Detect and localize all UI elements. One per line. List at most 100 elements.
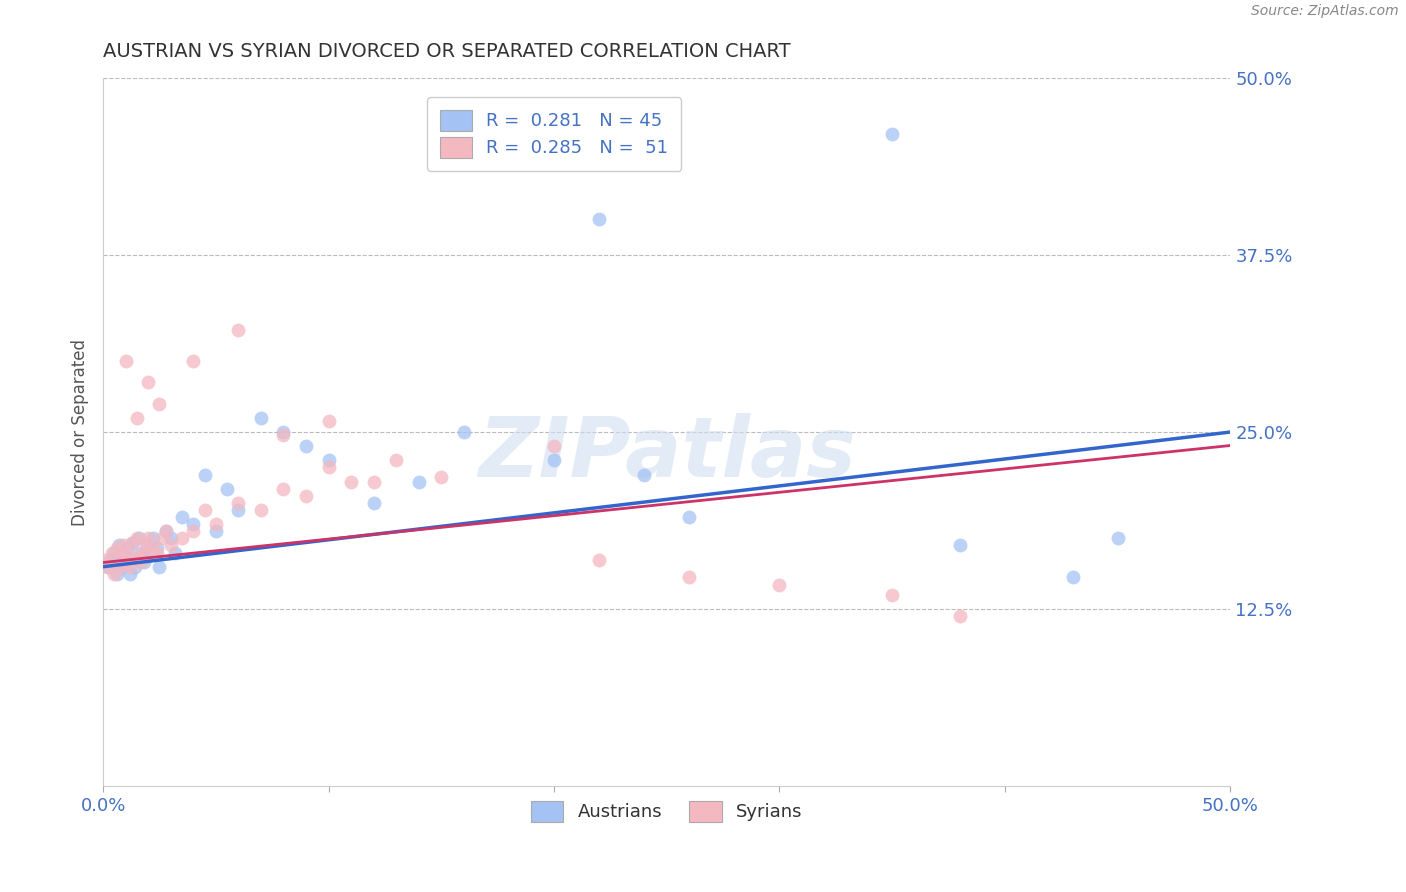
Point: [250, 503, 273, 517]
Point: [128, 549, 150, 564]
Point: [131, 556, 153, 570]
Point: [121, 535, 143, 549]
Point: [135, 539, 157, 553]
Point: [949, 539, 972, 553]
Point: [295, 489, 318, 503]
Point: [181, 354, 204, 368]
Point: [228, 503, 250, 517]
Point: [146, 541, 169, 556]
Point: [94, 552, 117, 566]
Point: [150, 532, 173, 546]
Text: AUSTRIAN VS SYRIAN DIVORCED OR SEPARATED CORRELATION CHART: AUSTRIAN VS SYRIAN DIVORCED OR SEPARATED…: [103, 42, 790, 61]
Point: [273, 425, 295, 439]
Point: [117, 545, 139, 559]
Point: [181, 517, 204, 532]
Point: [1062, 569, 1084, 583]
Point: [114, 354, 136, 368]
Legend: Austrians, Syrians: Austrians, Syrians: [517, 788, 815, 834]
Point: [678, 510, 700, 524]
Point: [103, 566, 125, 581]
Y-axis label: Divorced or Separated: Divorced or Separated: [72, 339, 89, 525]
Point: [142, 532, 165, 546]
Point: [633, 467, 655, 482]
Point: [318, 414, 340, 428]
Point: [159, 532, 181, 546]
Point: [408, 475, 430, 489]
Point: [112, 539, 135, 553]
Point: [340, 475, 363, 489]
Point: [114, 556, 136, 570]
Point: [124, 552, 146, 566]
Point: [543, 453, 565, 467]
Point: [108, 539, 131, 553]
Point: [273, 482, 295, 496]
Point: [120, 559, 142, 574]
Point: [205, 517, 228, 532]
Point: [385, 453, 408, 467]
Point: [882, 128, 904, 142]
Point: [97, 559, 120, 574]
Point: [170, 532, 193, 546]
Point: [142, 541, 165, 556]
Point: [124, 559, 146, 574]
Point: [678, 569, 700, 583]
Point: [125, 532, 148, 546]
Point: [170, 510, 193, 524]
Point: [295, 439, 318, 453]
Point: [117, 541, 139, 556]
Point: [768, 578, 790, 592]
Point: [588, 552, 610, 566]
Point: [125, 552, 148, 566]
Point: [363, 475, 385, 489]
Point: [131, 545, 153, 559]
Point: [105, 566, 128, 581]
Point: [217, 482, 239, 496]
Point: [110, 549, 132, 564]
Point: [120, 566, 142, 581]
Point: [135, 549, 157, 564]
Point: [165, 545, 187, 559]
Point: [1107, 532, 1129, 546]
Point: [128, 532, 150, 546]
Point: [363, 496, 385, 510]
Point: [148, 559, 170, 574]
Point: [146, 545, 169, 559]
Point: [136, 539, 159, 553]
Point: [101, 545, 124, 559]
Point: [112, 556, 135, 570]
Point: [132, 545, 155, 559]
Point: [98, 552, 121, 566]
Point: [430, 470, 453, 484]
Point: [105, 541, 128, 556]
Point: [136, 532, 159, 546]
Point: [194, 503, 217, 517]
Point: [453, 425, 475, 439]
Point: [543, 439, 565, 453]
Point: [588, 212, 610, 227]
Point: [250, 410, 273, 425]
Point: [882, 588, 904, 602]
Point: [114, 549, 136, 564]
Point: [103, 545, 125, 559]
Point: [273, 428, 295, 442]
Point: [155, 524, 177, 539]
Point: [181, 524, 204, 539]
Point: [949, 609, 972, 624]
Point: [121, 535, 143, 549]
Point: [205, 524, 228, 539]
Point: [228, 323, 250, 337]
Point: [110, 559, 132, 574]
Point: [125, 410, 148, 425]
Point: [318, 460, 340, 475]
Point: [132, 556, 155, 570]
Point: [97, 559, 120, 574]
Point: [108, 559, 131, 574]
Text: ZIPatlas: ZIPatlas: [478, 413, 856, 494]
Point: [148, 397, 170, 411]
Point: [194, 467, 217, 482]
Point: [318, 453, 340, 467]
Point: [155, 524, 177, 539]
Point: [159, 539, 181, 553]
Point: [136, 376, 159, 390]
Text: Source: ZipAtlas.com: Source: ZipAtlas.com: [1251, 4, 1399, 19]
